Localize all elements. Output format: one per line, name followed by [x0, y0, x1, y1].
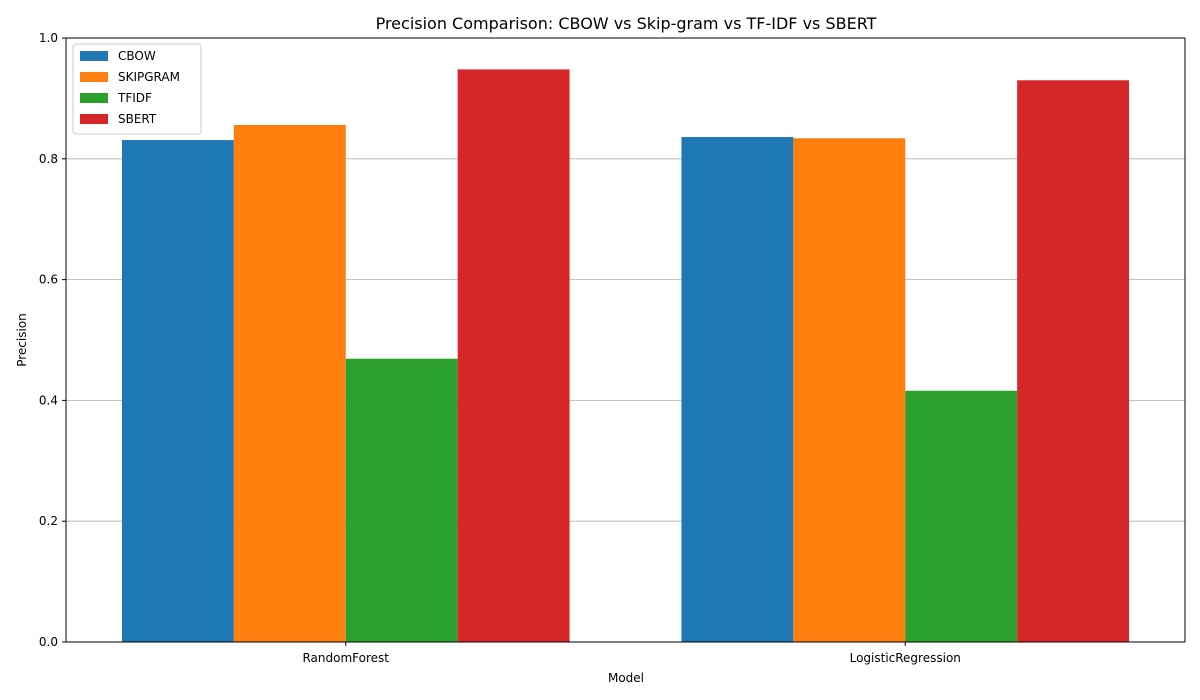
- x-tick-label: LogisticRegression: [850, 651, 961, 665]
- y-tick-label: 0.0: [39, 635, 58, 649]
- bar-cbow-logisticregression: [681, 137, 794, 642]
- x-axis-label: Model: [608, 671, 644, 685]
- x-tick-label: RandomForest: [302, 651, 389, 665]
- legend-swatch-cbow: [80, 51, 108, 61]
- bar-tfidf-logisticregression: [905, 390, 1018, 642]
- plot-frame: [65, 37, 1186, 643]
- y-tick-label: 0.6: [39, 273, 58, 287]
- legend-swatch-sbert: [80, 114, 108, 124]
- legend-swatch-skipgram: [80, 72, 108, 82]
- bar-tfidf-randomforest: [345, 358, 458, 642]
- legend-label-sbert: SBERT: [118, 112, 157, 126]
- x-axis-ticks: RandomForest LogisticRegression: [302, 642, 961, 665]
- bar-cbow-randomforest: [121, 140, 234, 643]
- y-tick-label: 0.4: [39, 393, 58, 407]
- bar-skipgram-logisticregression: [793, 138, 906, 642]
- legend-label-skipgram: SKIPGRAM: [118, 70, 180, 84]
- legend: CBOW SKIPGRAM TFIDF SBERT: [72, 43, 202, 135]
- bars: [121, 69, 1130, 643]
- y-tick-label: 0.2: [39, 514, 58, 528]
- y-tick-label: 1.0: [39, 31, 58, 45]
- legend-box: [72, 43, 202, 135]
- legend-swatch-tfidf: [80, 93, 108, 103]
- bar-sbert-logisticregression: [1017, 80, 1130, 642]
- y-axis-label: Precision: [15, 313, 29, 367]
- bar-skipgram-randomforest: [233, 124, 346, 642]
- legend-label-cbow: CBOW: [118, 49, 156, 63]
- bar-sbert-randomforest: [457, 69, 570, 642]
- y-axis-ticks: 0.0 0.2 0.4 0.6 0.8 1.0: [39, 31, 66, 649]
- chart-title: Precision Comparison: CBOW vs Skip-gram …: [376, 14, 877, 33]
- y-tick-label: 0.8: [39, 152, 58, 166]
- legend-label-tfidf: TFIDF: [117, 91, 152, 105]
